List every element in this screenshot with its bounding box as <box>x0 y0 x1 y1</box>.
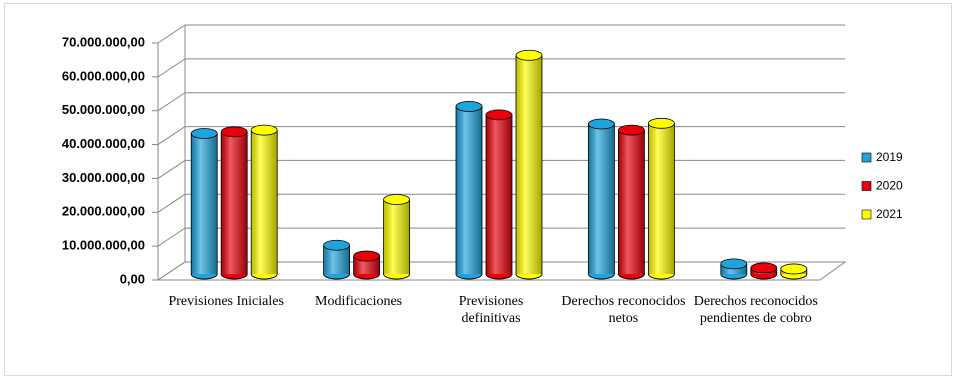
bar <box>250 124 278 280</box>
bar-outline <box>750 267 778 280</box>
y-tick-label: 70.000.000,00 <box>62 34 145 49</box>
bar <box>515 49 543 280</box>
y-tick-label: 10.000.000,00 <box>62 238 145 253</box>
x-tick-label: Previsiones Iniciales <box>168 294 284 309</box>
x-tick-label: Derechos reconocidos pendientes de cobro <box>693 294 818 326</box>
bar <box>383 194 411 280</box>
bar <box>190 128 218 280</box>
x-tick-label: Derechos reconocidos netos <box>561 294 686 326</box>
chart-border <box>4 3 952 376</box>
grid-line <box>157 58 845 78</box>
bar-shade <box>486 114 512 274</box>
y-tick-label: 20.000.000,00 <box>62 204 145 219</box>
bar-top <box>780 263 808 275</box>
grid-line <box>157 24 845 44</box>
x-tick-label: Previsiones definitivas <box>458 294 524 326</box>
bar-outline <box>323 245 350 280</box>
bar <box>780 263 808 280</box>
bar-top <box>720 258 748 270</box>
bar-top <box>383 194 411 205</box>
y-tick-label: 0,00 <box>120 271 145 286</box>
bar-top <box>750 262 778 274</box>
bar-outline <box>190 133 218 280</box>
bar <box>485 109 513 280</box>
bar-outline <box>618 130 645 280</box>
y-tick-label: 50.000.000,00 <box>62 102 145 117</box>
bar-top <box>250 124 278 136</box>
bar-top <box>220 126 248 138</box>
legend-label: 2019 <box>876 150 903 164</box>
bar-top <box>515 49 543 61</box>
y-tick-label: 60.000.000,00 <box>62 68 145 83</box>
bar-outline <box>780 268 808 280</box>
bar-shade <box>618 130 645 274</box>
bar-shade <box>516 55 542 275</box>
bar-shade <box>191 133 218 274</box>
x-tick-label: Modificaciones <box>315 294 403 309</box>
y-tick-label: 40.000.000,00 <box>62 136 145 151</box>
bar-shade <box>221 131 248 274</box>
bar-outline <box>220 131 248 280</box>
bar-shade <box>588 124 615 275</box>
bar-top <box>455 101 483 112</box>
legend-label: 2020 <box>876 179 903 193</box>
bar-shade <box>251 130 278 274</box>
bar-top <box>618 124 645 136</box>
bar <box>618 124 645 280</box>
bar-outline <box>353 256 380 280</box>
grid-line <box>157 92 845 112</box>
bar <box>220 126 248 280</box>
bar-top <box>353 250 381 262</box>
bar-shade <box>648 123 675 274</box>
bar <box>588 118 615 280</box>
bar <box>720 258 748 280</box>
bar-outline <box>250 130 278 280</box>
bar-shade <box>383 199 410 274</box>
bar-outline <box>383 199 410 280</box>
bar-top <box>323 239 351 251</box>
bar-top <box>190 128 218 139</box>
y-tick-label: 30.000.000,00 <box>62 170 145 185</box>
bar-top <box>648 117 675 129</box>
bar-outline <box>515 55 543 280</box>
bar-top <box>485 109 513 121</box>
bar <box>648 117 675 280</box>
bar-outline <box>485 114 513 280</box>
legend-swatch <box>861 181 872 191</box>
bar <box>455 101 483 280</box>
legend-label: 2021 <box>876 207 903 221</box>
bar-outline <box>588 124 615 280</box>
bar-top <box>588 118 615 130</box>
bar <box>323 239 351 280</box>
bar <box>750 262 778 280</box>
legend-swatch <box>861 209 872 220</box>
bar-outline <box>648 123 675 280</box>
bar-outline <box>455 106 483 280</box>
legend-swatch <box>861 152 872 163</box>
bar-shade <box>456 106 482 275</box>
bar <box>353 250 381 280</box>
bar-outline <box>720 263 748 280</box>
